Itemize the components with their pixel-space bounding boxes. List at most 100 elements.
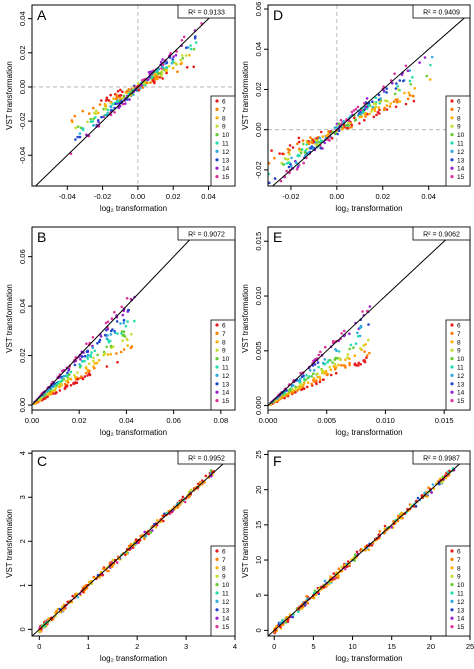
- data-point: [83, 375, 87, 378]
- data-point: [60, 377, 64, 380]
- data-point: [370, 110, 373, 113]
- data-point: [113, 331, 117, 335]
- data-point: [127, 308, 130, 312]
- data-point: [359, 363, 363, 366]
- data-point: [318, 375, 322, 379]
- data-point: [180, 39, 184, 42]
- r2-box: [412, 450, 471, 465]
- data-point: [363, 350, 366, 353]
- data-point: [300, 148, 304, 151]
- data-point: [147, 70, 151, 74]
- data-point: [100, 99, 103, 102]
- y-axis-label: VST transformation: [241, 61, 250, 130]
- data-point: [397, 88, 400, 91]
- data-point: [59, 382, 63, 386]
- data-point: [137, 88, 141, 92]
- data-point: [378, 530, 382, 533]
- y-tick-label: 5: [254, 593, 263, 597]
- legend-swatch: [450, 399, 454, 403]
- data-point: [315, 143, 319, 147]
- data-point: [320, 370, 324, 374]
- data-point: [365, 97, 369, 100]
- x-tick-label: 0.00: [131, 192, 146, 201]
- data-point: [403, 91, 406, 95]
- legend-label: 13: [457, 157, 465, 164]
- y-tick-label: 0.00: [254, 122, 263, 137]
- data-point: [423, 491, 426, 495]
- data-point: [162, 519, 165, 523]
- legend-box: [445, 319, 471, 411]
- data-point: [348, 363, 351, 367]
- x-tick-label: 0.04: [119, 416, 134, 425]
- data-point: [278, 152, 281, 155]
- data-point: [76, 371, 79, 374]
- data-point: [117, 106, 120, 110]
- data-point: [165, 66, 169, 69]
- data-point: [315, 382, 318, 386]
- data-point: [291, 388, 294, 391]
- data-point: [343, 364, 347, 368]
- legend-swatch: [450, 608, 454, 612]
- data-point: [167, 65, 171, 68]
- data-point: [341, 126, 345, 129]
- data-point: [411, 76, 414, 79]
- data-point: [404, 64, 408, 68]
- data-point: [371, 100, 374, 103]
- data-point: [319, 378, 322, 381]
- legend-swatch: [450, 348, 454, 352]
- data-point: [104, 107, 108, 111]
- data-point: [318, 380, 322, 384]
- data-point: [80, 355, 84, 359]
- data-point: [427, 486, 430, 490]
- data-point: [398, 100, 402, 103]
- y-axis-label: VST transformation: [5, 509, 14, 578]
- data-point: [340, 364, 343, 367]
- legend-swatch: [450, 357, 454, 361]
- y-tick-label: 0: [254, 628, 263, 632]
- data-point: [382, 89, 386, 92]
- x-axis-label: log₂ transformation: [100, 654, 167, 663]
- data-point: [364, 343, 367, 346]
- panel-B: 0.00 0.02 0.04 0.06 0.08 0.00 0.02 0.04 0.06 log₂…: [5, 226, 236, 437]
- data-point: [96, 353, 99, 357]
- legend-label: 10: [457, 356, 465, 363]
- data-point: [317, 141, 321, 144]
- data-point: [259, 185, 262, 188]
- legend-label: 7: [457, 107, 461, 114]
- data-point: [282, 393, 286, 396]
- data-point: [327, 130, 330, 133]
- data-point: [139, 86, 142, 90]
- data-point: [89, 354, 92, 357]
- data-point: [379, 100, 382, 103]
- data-point: [356, 331, 359, 335]
- legend-label: 9: [457, 348, 461, 355]
- data-point: [122, 318, 126, 322]
- data-point: [288, 144, 292, 147]
- legend-swatch: [450, 124, 454, 128]
- data-point: [401, 516, 404, 520]
- r2-box: [412, 4, 471, 19]
- data-point: [347, 122, 351, 125]
- data-point: [86, 357, 90, 360]
- legend-swatch: [215, 141, 219, 145]
- r2-label: R² = 0.9133: [188, 10, 225, 17]
- y-tick-label: -0.04: [18, 147, 27, 164]
- y-tick-label: 2: [18, 539, 27, 543]
- data-point: [325, 134, 328, 137]
- data-point: [109, 344, 113, 348]
- data-point: [160, 74, 163, 78]
- y-tick-label: 15: [254, 521, 263, 529]
- y-tick-label: 0.04: [254, 42, 263, 57]
- legend-swatch: [450, 365, 454, 369]
- legend-swatch: [215, 158, 219, 162]
- data-point: [69, 377, 73, 381]
- data-point: [190, 488, 193, 492]
- data-point: [294, 161, 298, 164]
- data-point: [379, 97, 383, 100]
- data-point: [275, 624, 278, 628]
- data-point: [263, 185, 266, 188]
- data-point: [109, 352, 112, 356]
- data-point: [296, 142, 299, 146]
- data-point: [87, 112, 91, 115]
- data-point: [209, 469, 213, 472]
